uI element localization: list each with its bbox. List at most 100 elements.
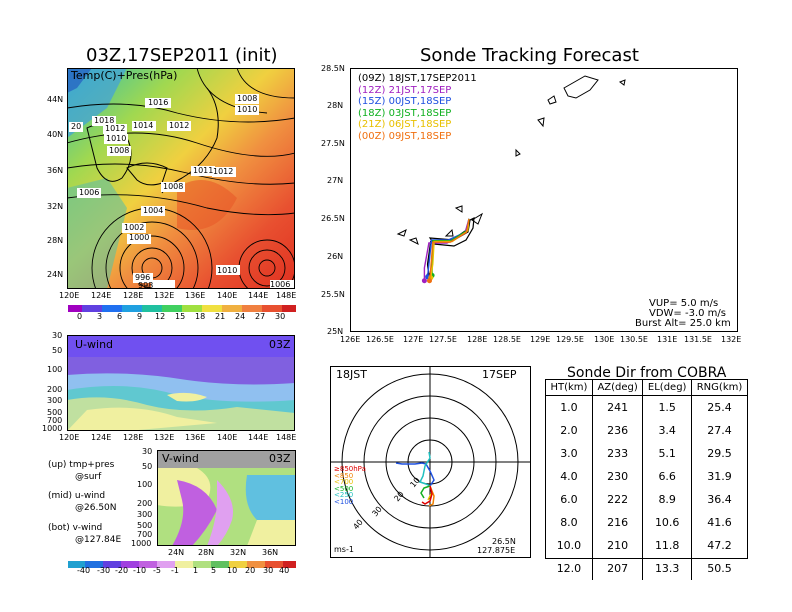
pressure-tick: 300 — [47, 396, 63, 405]
v-wind-panel — [157, 450, 296, 546]
vup-info: VUP= 5.0 m/s — [649, 298, 719, 309]
temp-scale-label: 21 — [215, 312, 226, 321]
track-x-tick: 129.5E — [556, 335, 584, 344]
lon-label: 144E — [248, 433, 269, 442]
table-cell: 3.4 — [642, 419, 692, 442]
wind-scale-label: -40 — [77, 566, 91, 575]
lat-label: 28N — [198, 548, 215, 557]
table-row: 3.0 233 5.1 29.5 — [546, 442, 747, 465]
wind-scale-label: 40 — [279, 566, 290, 575]
track-y-tick: 28N — [327, 101, 344, 110]
track-x-tick: 126E — [340, 335, 361, 344]
v-wind-label: V-wind — [162, 452, 199, 465]
map-title: 03Z,17SEP2011 (init) — [86, 45, 278, 66]
col-header: AZ(deg) — [592, 380, 644, 396]
wind-scale-label: 20 — [245, 566, 256, 575]
vdw-info: VDW= -3.0 m/s — [649, 308, 726, 319]
table-row: 1.0 241 1.5 25.4 — [546, 395, 747, 419]
lat-label: 32N — [230, 548, 247, 557]
pressure-label: 1012 — [169, 121, 190, 130]
track-x-tick: 130E — [594, 335, 615, 344]
pressure-label: 1014 — [133, 121, 154, 130]
pressure-label: 1006 — [270, 280, 291, 289]
table-cell: 6.6 — [642, 465, 692, 488]
lon-label: 136E — [185, 291, 206, 300]
table-cell: 207 — [592, 557, 644, 580]
wind-scale-label: 10 — [227, 566, 238, 575]
pressure-label: 998 — [138, 281, 154, 290]
legend-item: (09Z) 18JST,17SEP2011 — [358, 73, 477, 84]
pressure-label: 1008 — [163, 182, 184, 191]
lat-label: 36N — [47, 166, 64, 175]
pressure-label: 1000 — [129, 233, 150, 242]
track-x-tick: 128.5E — [493, 335, 521, 344]
lon-label: 148E — [276, 433, 297, 442]
note-line: (bot) v-wind — [48, 523, 103, 533]
note-line: @surf — [75, 472, 102, 482]
lat-label: 32N — [47, 202, 64, 211]
track-x-tick: 132E — [721, 335, 742, 344]
lon-label: 124E — [91, 433, 112, 442]
track-y-tick: 26.5N — [321, 214, 345, 223]
table-cell: 41.6 — [707, 516, 732, 529]
pressure-tick: 200 — [47, 385, 63, 394]
wind-scale-label: 1 — [193, 566, 199, 575]
pressure-tick: 700 — [47, 416, 63, 425]
lon-label: 136E — [185, 433, 206, 442]
pressure-label: 1018 — [94, 116, 115, 125]
table-cell: 210 — [592, 534, 644, 557]
table-cell: 47.2 — [707, 539, 732, 552]
table-cell: 8.0 — [546, 511, 593, 534]
lon-label: 124E — [91, 291, 112, 300]
wind-scale-label: -20 — [115, 566, 129, 575]
note-line: (mid) u-wind — [48, 491, 106, 501]
temp-scale-label: 3 — [97, 312, 103, 321]
table-cell: 12.0 — [546, 557, 593, 580]
legend-item: (12Z) 21JST,17SEP — [358, 84, 452, 96]
legend-item: (00Z) 09JST,18SEP — [358, 130, 452, 142]
table-title: Sonde Dir from COBRA — [567, 365, 727, 381]
track-x-tick: 127E — [403, 335, 424, 344]
table-cell: 5.1 — [642, 442, 692, 465]
table-row: 6.0 222 8.9 36.4 — [546, 488, 747, 511]
track-x-tick: 130.5E — [620, 335, 648, 344]
polar-lat: 26.5N — [492, 537, 516, 546]
pressure-label: 1016 — [148, 98, 169, 107]
pressure-tick: 700 — [137, 530, 153, 539]
lat-label: 44N — [47, 95, 64, 104]
track-y-tick: 27N — [327, 176, 344, 185]
temperature-pressure-map — [67, 68, 295, 289]
temperature-colorbar — [68, 305, 296, 312]
lon-label: 148E — [276, 291, 297, 300]
lon-label: 120E — [59, 291, 80, 300]
pressure-label: 20 — [71, 122, 82, 131]
pressure-tick: 100 — [47, 365, 63, 374]
wind-scale-label: 30 — [263, 566, 274, 575]
temp-scale-label: 18 — [195, 312, 206, 321]
v-wind-time: 03Z — [269, 452, 291, 465]
polar-unit: ms-1 — [334, 545, 354, 554]
table-cell: 10.0 — [546, 534, 593, 557]
level-item: <700 — [334, 478, 354, 486]
lat-label: 24N — [168, 548, 185, 557]
map-field-label: Temp(C)+Pres(hPa) — [71, 69, 178, 82]
wind-scale-label: -10 — [133, 566, 147, 575]
legend-item: (21Z) 06JST,18SEP — [358, 119, 452, 130]
legend-item: (15Z) 00JST,18SEP — [358, 96, 452, 107]
table-cell: 10.6 — [642, 511, 692, 534]
pressure-tick: 300 — [137, 510, 153, 519]
u-wind-frame — [67, 335, 295, 431]
table-cell: 29.5 — [707, 447, 732, 460]
legend-item: (18Z) 03JST,18SEP — [358, 107, 452, 119]
temp-scale-label: 30 — [275, 312, 286, 321]
track-x-tick: 131.5E — [684, 335, 712, 344]
table-cell: 11.8 — [642, 534, 692, 557]
table-cell: 230 — [592, 465, 644, 488]
u-wind-time: 03Z — [269, 338, 291, 351]
table-cell: 233 — [592, 442, 644, 465]
table-cell: 13.3 — [642, 557, 692, 580]
level-item: ≥850hPa — [334, 465, 366, 473]
pressure-tick: 500 — [137, 521, 153, 530]
table-cell: 8.9 — [642, 488, 692, 511]
table-cell: 50.5 — [707, 562, 732, 575]
